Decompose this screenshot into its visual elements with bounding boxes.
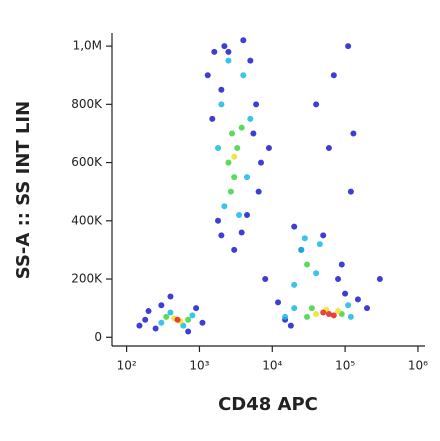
event-dot [335,276,342,283]
event-dot [238,124,245,131]
event-dot [304,313,311,320]
x-tick-label: 10² [117,359,137,373]
x-tick-label: 10⁴ [262,359,282,373]
event-dot [193,305,200,312]
y-axis-title: SS-A :: SS INT LIN [13,101,34,279]
event-dot [247,57,254,64]
event-dot [354,296,361,303]
event-dot [345,302,352,309]
event-dot [244,174,251,181]
event-dot [231,174,238,181]
event-dot [189,312,196,319]
x-axis-title: CD48 APC [218,394,318,415]
event-dot [301,235,308,242]
event-dot [338,261,345,268]
event-dot [313,101,320,108]
event-dot [167,309,174,316]
event-dot [218,101,225,108]
event-dot [211,48,218,55]
event-dot [330,72,337,79]
y-tick-label: 0 [94,330,102,344]
event-dot [225,57,232,64]
event-dot [174,316,181,323]
event-dot [215,145,222,152]
event-dot [325,145,332,152]
event-dot [320,232,327,239]
event-dot [152,325,159,332]
event-dot [167,293,174,300]
event-dot [163,313,170,320]
x-tick-label: 10⁶ [408,359,428,373]
event-dot [291,305,298,312]
event-dot [350,130,357,137]
event-dot [330,312,337,319]
event-dot [240,37,247,44]
event-dot [225,48,232,55]
event-dot [308,305,315,312]
event-dot [185,328,192,335]
event-dot [262,276,269,283]
event-dot [247,115,254,122]
event-dot [218,232,225,239]
event-dot [275,299,282,306]
event-dot [209,115,216,122]
event-dot [244,211,251,218]
event-dot [291,223,298,230]
event-dot [298,246,305,253]
event-dot [218,86,225,93]
event-dot [180,322,187,329]
event-dot [199,319,206,326]
event-dot [347,188,354,195]
event-dot [304,261,311,268]
x-tick-label: 10⁵ [335,359,355,373]
event-dot [145,308,152,315]
event-dot [236,211,243,218]
event-dot [335,308,342,315]
event-dot [136,322,143,329]
event-dot [316,241,323,248]
event-dot [142,316,149,323]
event-dot [240,72,247,79]
event-dot [257,159,264,166]
event-dot [234,145,241,152]
event-dot [325,310,332,317]
event-dot [342,290,349,297]
event-dot [250,130,257,137]
event-dot [238,229,245,236]
y-tick-label: 600K [71,155,103,169]
event-dot [347,313,354,320]
event-dot [265,145,272,152]
event-dot [291,281,298,288]
event-dot [229,130,236,137]
event-dot [225,159,232,166]
event-dot [221,43,228,50]
event-dot [313,310,320,317]
event-dot [253,101,260,108]
event-dot [158,319,165,326]
event-dot [287,322,294,329]
event-dot [320,309,327,316]
y-tick-label: 200K [71,272,103,286]
event-dot [345,43,352,50]
y-tick-label: 400K [71,213,103,227]
event-dot [158,302,165,309]
event-dot [231,246,238,253]
event-dot [364,305,371,312]
event-dot [282,313,289,320]
event-dot [231,153,238,160]
event-dot [313,270,320,277]
event-dot [215,217,222,224]
event-dot [376,276,383,283]
event-dot [204,72,211,79]
event-dot [227,188,234,195]
y-tick-label: 1,0M [73,39,102,53]
y-tick-label: 800K [71,97,103,111]
x-tick-label: 10³ [189,359,209,373]
event-dot [221,203,228,210]
event-dot [255,188,262,195]
event-dot [185,316,192,323]
